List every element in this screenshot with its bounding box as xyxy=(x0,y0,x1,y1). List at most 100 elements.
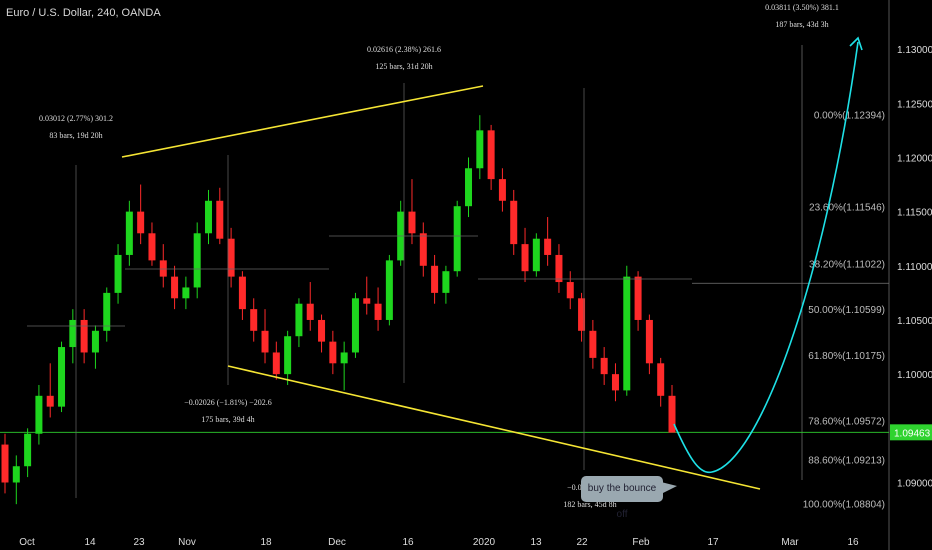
candle-body xyxy=(487,130,495,180)
candle-body xyxy=(498,179,506,201)
candle-body xyxy=(46,395,54,407)
candle-body xyxy=(137,211,145,234)
candle-body xyxy=(600,357,608,375)
trendline-upper xyxy=(121,85,484,158)
candle-body xyxy=(340,352,348,364)
fib-level-label: 78.60%(1.09572) xyxy=(808,417,885,428)
candle-body xyxy=(589,330,597,358)
measure-label-line1: 0.02616 (2.38%) 261.6 xyxy=(367,45,441,54)
x-tick-label: Feb xyxy=(632,537,650,548)
candle-body xyxy=(103,292,111,331)
measure-label-line2: 182 bars, 45d 8h xyxy=(563,500,616,509)
measure-label-line2: 125 bars, 31d 20h xyxy=(375,62,432,71)
measure-label-line2: 187 bars, 43d 3h xyxy=(775,20,828,29)
candle-body xyxy=(250,309,258,331)
trendline-lower xyxy=(227,365,761,490)
candle-body xyxy=(114,254,122,293)
candle-body xyxy=(442,271,450,293)
candle-body xyxy=(645,319,653,364)
candle-body xyxy=(465,168,473,207)
fib-level-label: 61.80%(1.10175) xyxy=(808,351,885,362)
candle-body xyxy=(318,319,326,342)
projection-arrow-head xyxy=(849,36,863,51)
candle-body xyxy=(419,233,427,266)
candle-body xyxy=(295,303,303,337)
candle-body xyxy=(216,200,224,239)
x-tick-label: 18 xyxy=(260,537,272,548)
y-tick-label: 1.11000 xyxy=(897,262,932,273)
candle-body xyxy=(1,444,9,483)
candle-body xyxy=(623,276,631,391)
x-tick-label: Mar xyxy=(781,537,799,548)
x-tick-label: 22 xyxy=(576,537,588,548)
fib-level-label: 50.00%(1.10599) xyxy=(808,305,885,316)
measure-label-line1: 0.03811 (3.50%) 381.1 xyxy=(765,3,839,12)
candle-body xyxy=(611,374,619,391)
candle-body xyxy=(148,233,156,261)
y-tick-label: 1.13000 xyxy=(897,45,932,56)
candle-body xyxy=(374,303,382,320)
candle-body xyxy=(69,319,77,348)
candle-body xyxy=(91,330,99,353)
candle-body xyxy=(521,244,529,272)
y-tick-label: 1.09000 xyxy=(897,478,932,489)
candle-body xyxy=(238,276,246,310)
candle-body xyxy=(125,211,133,255)
candle-body xyxy=(227,238,235,277)
current-price-badge xyxy=(890,424,932,441)
candle-body xyxy=(408,211,416,234)
x-tick-label: 2020 xyxy=(473,537,496,548)
y-tick-label: 1.10000 xyxy=(897,370,932,381)
measure-label-line1: −0.02026 (−1.81%) −202.6 xyxy=(184,398,272,407)
candle-body xyxy=(634,276,642,320)
x-tick-label: 17 xyxy=(707,537,719,548)
x-tick-label: 14 xyxy=(84,537,96,548)
candle-body xyxy=(193,233,201,288)
fib-level-label: 100.00%(1.08804) xyxy=(803,500,885,511)
callout-buy-the-bounce: buy the bounce off xyxy=(581,476,677,520)
x-tick-label: 16 xyxy=(847,537,859,548)
candle-body xyxy=(284,336,292,375)
x-tick-label: Dec xyxy=(328,537,346,548)
candle-body xyxy=(510,200,518,245)
candle-body xyxy=(385,260,393,320)
candle-body xyxy=(657,363,665,396)
x-tick-label: 23 xyxy=(133,537,145,548)
candle-body xyxy=(58,347,66,407)
fib-level-label: 23.60%(1.11546) xyxy=(809,203,885,214)
candle-body xyxy=(532,238,540,272)
candle-body xyxy=(476,130,484,169)
fib-level-label: 0.00%(1.12394) xyxy=(814,111,885,122)
x-tick-label: Oct xyxy=(19,537,35,548)
chart-title: Euro / U.S. Dollar, 240, OANDA xyxy=(6,7,161,19)
candle-body xyxy=(306,303,314,320)
candle-body xyxy=(566,282,574,299)
candle-body xyxy=(544,238,552,255)
fib-level-label: 38.20%(1.11022) xyxy=(809,259,885,270)
candle-body xyxy=(363,298,371,304)
candle-body xyxy=(171,276,179,299)
candle-body xyxy=(555,254,563,283)
candle-body xyxy=(12,466,20,483)
candle-body xyxy=(24,433,32,467)
candle-body xyxy=(453,206,461,272)
x-tick-label: Nov xyxy=(178,537,196,548)
candle-body xyxy=(272,352,280,375)
y-tick-label: 1.12500 xyxy=(897,99,932,110)
candle-body xyxy=(668,395,676,433)
measure-label-line1: 0.03012 (2.77%) 301.2 xyxy=(39,114,113,123)
candle-body xyxy=(578,298,586,331)
x-tick-label: 13 xyxy=(530,537,542,548)
projection-curve xyxy=(673,41,859,474)
candle-body xyxy=(261,330,269,353)
candle-body xyxy=(159,260,167,277)
fib-level-label: 88.60%(1.09213) xyxy=(808,455,885,466)
candle-body xyxy=(35,395,43,434)
candle-body xyxy=(431,265,439,293)
x-tick-label: 16 xyxy=(402,537,414,548)
measure-label-line2: 83 bars, 19d 20h xyxy=(49,131,102,140)
y-tick-label: 1.11500 xyxy=(897,208,932,219)
candle-body xyxy=(204,200,212,234)
candle-body xyxy=(329,341,337,364)
